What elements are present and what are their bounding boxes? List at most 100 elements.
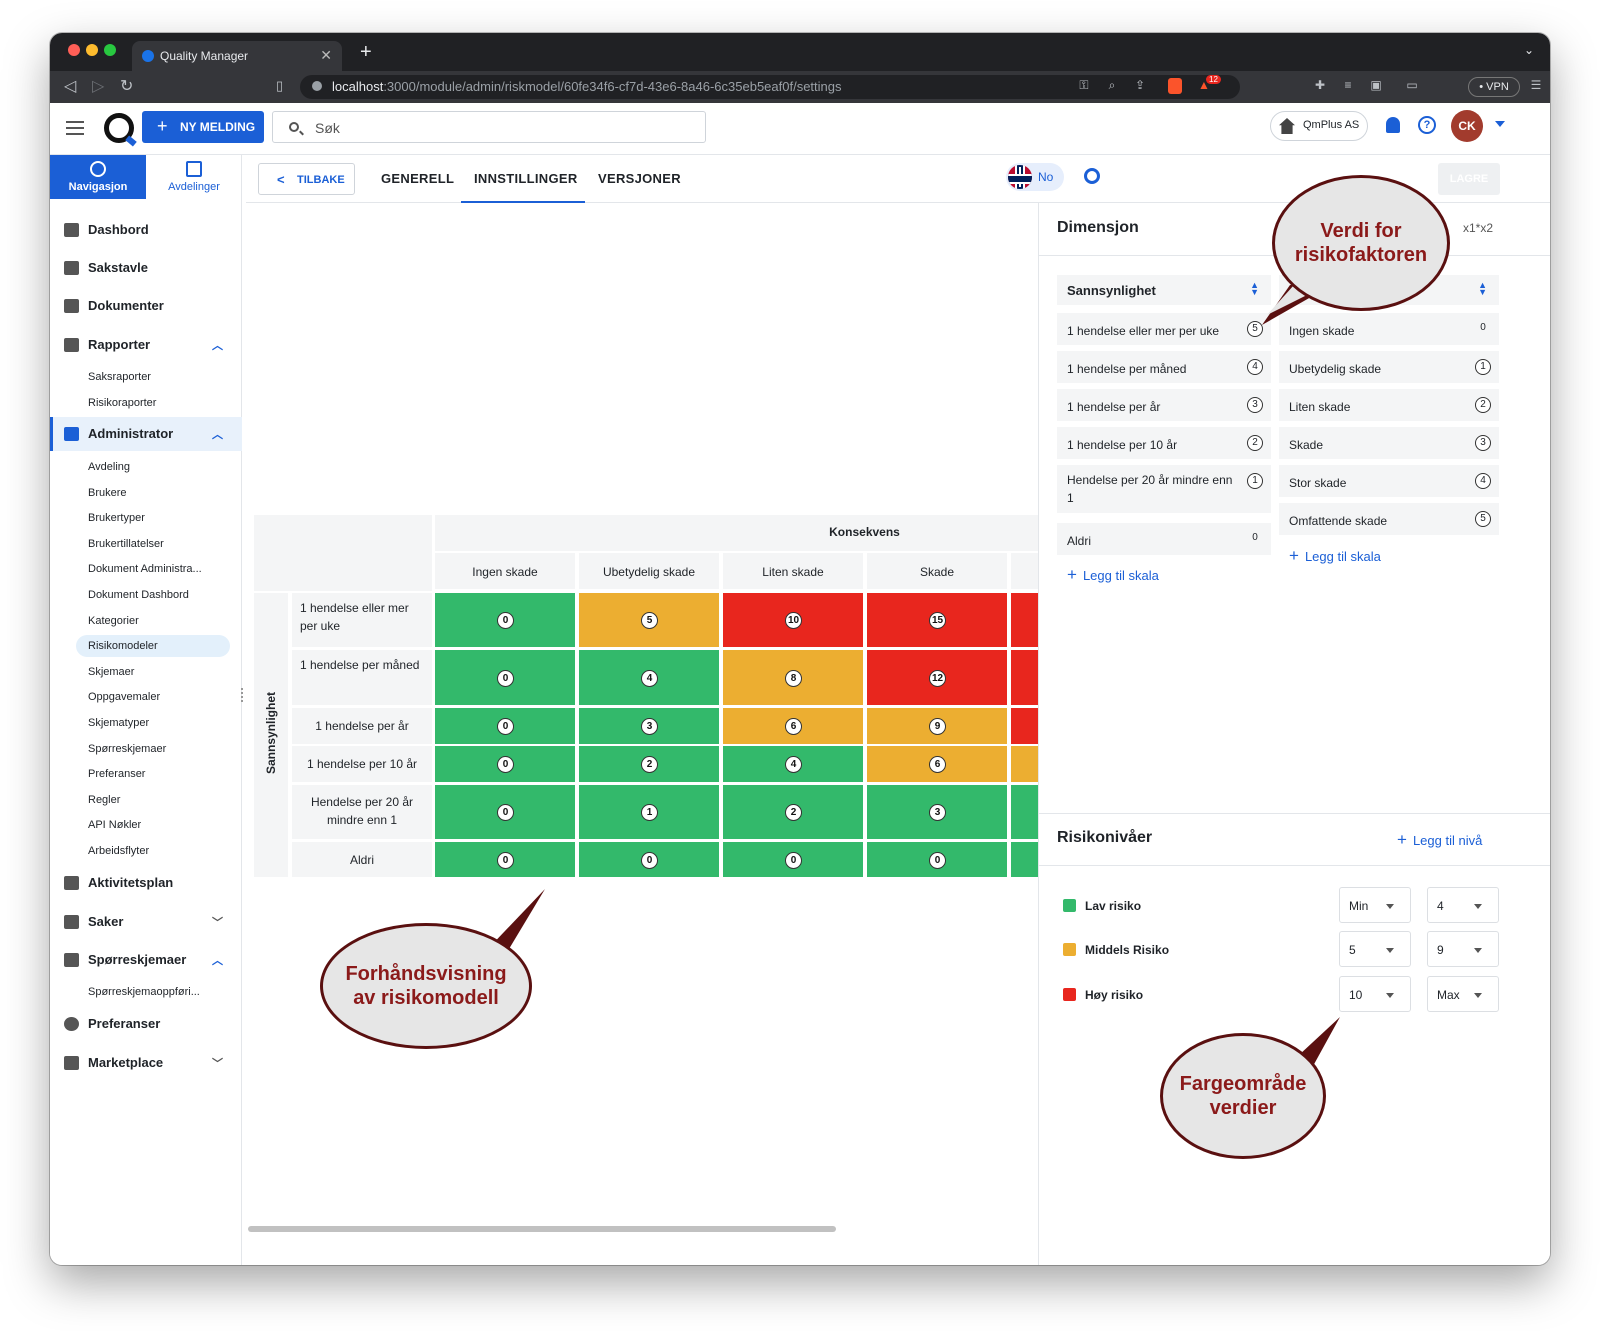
scale-item-right[interactable]: Stor skade 4 [1279, 465, 1499, 497]
sidebar-item-rapporter[interactable]: Rapporter ︿ [50, 328, 242, 362]
sidebar-subitem-saksraporter[interactable]: Saksraporter [88, 371, 151, 383]
vpn-button[interactable]: • VPN [1468, 77, 1520, 97]
sidebar-item-aktivitetsplan[interactable]: Aktivitetsplan [50, 866, 242, 900]
back-button[interactable]: TILBAKE [258, 163, 355, 195]
maximize-window-icon[interactable] [104, 44, 116, 56]
reload-icon[interactable]: ↻ [120, 78, 134, 95]
extensions-icon[interactable]: ✚ [1314, 78, 1326, 92]
scale-item-right[interactable]: Skade 3 [1279, 427, 1499, 459]
tab-versjoner[interactable]: VERSJONER [598, 171, 681, 186]
risk-color-swatch[interactable] [1063, 943, 1076, 956]
bookmark-icon[interactable]: ▯ [276, 78, 284, 93]
tab-avdelinger[interactable]: Avdelinger [146, 155, 242, 199]
sidebar-subitem-dokument-dashbord[interactable]: Dokument Dashbord [88, 589, 189, 601]
sidebar-subitem-api-nokler[interactable]: API Nøkler [88, 819, 142, 831]
sidebar-item-dokumenter[interactable]: Dokumenter [50, 289, 242, 323]
horizontal-scrollbar[interactable] [248, 1226, 836, 1232]
back-nav-icon[interactable]: ◁ [64, 78, 77, 95]
menu-icon[interactable] [66, 121, 84, 135]
close-tab-icon[interactable]: ✕ [320, 47, 332, 63]
sidebar-subitem-skjemaer[interactable]: Skjemaer [88, 666, 135, 678]
tab-navigasjon[interactable]: Navigasjon [50, 155, 146, 199]
sidebar-subitem-arbeidsflyter[interactable]: Arbeidsflyter [88, 845, 150, 857]
forward-nav-icon[interactable]: ▷ [92, 78, 105, 95]
sidebar-subitem-dokument-administrasjon[interactable]: Dokument Administra... [88, 563, 202, 575]
brave-rewards-icon[interactable]: ▲ [1198, 78, 1210, 92]
scale-item-left[interactable]: Hendelse per 20 år mindre enn 1 1 [1057, 465, 1271, 513]
notification-bell-icon[interactable] [1386, 117, 1400, 133]
risk-color-swatch[interactable] [1063, 988, 1076, 1001]
sidebar-toggle-icon[interactable]: ▣ [1370, 78, 1382, 92]
close-window-icon[interactable] [68, 44, 80, 56]
save-button[interactable]: LAGRE [1438, 163, 1500, 195]
scale-item-right[interactable]: Liten skade 2 [1279, 389, 1499, 421]
sidebar-subitem-brukertillatelser[interactable]: Brukertillatelser [88, 538, 164, 550]
sidebar-subitem-risikoraporter[interactable]: Risikoraporter [88, 397, 157, 409]
sidebar-item-marketplace[interactable]: Marketplace ﹀ [50, 1046, 242, 1080]
browser-menu-icon[interactable]: ☰ [1530, 78, 1542, 92]
sidebar-item-saker[interactable]: Saker ﹀ [50, 905, 242, 939]
new-message-button[interactable]: + NY MELDING [142, 111, 264, 143]
tab-innstillinger[interactable]: INNSTILLINGER [474, 171, 578, 186]
key-icon[interactable]: ⚿ [1079, 78, 1089, 92]
sidebar-resize-handle[interactable] [241, 688, 244, 702]
chevron-up-icon[interactable]: ︿ [212, 955, 223, 967]
site-info-icon[interactable] [312, 81, 322, 91]
wallet-icon[interactable]: ▭ [1406, 78, 1418, 92]
chevron-up-icon[interactable]: ︿ [212, 340, 223, 352]
new-tab-icon[interactable]: + [360, 41, 372, 63]
reading-list-icon[interactable]: ≡ [1344, 78, 1352, 92]
sidebar-item-sporreskjemaer[interactable]: Spørreskjemaer ︿ [50, 943, 242, 977]
scale-item-left[interactable]: 1 hendelse per måned 4 [1057, 351, 1271, 383]
scale-item-right[interactable]: Omfattende skade 5 [1279, 503, 1499, 535]
scale-item-right[interactable]: Ubetydelig skade 1 [1279, 351, 1499, 383]
address-bar[interactable]: localhost:3000/module/admin/riskmodel/60… [300, 75, 1240, 99]
risk-min-dropdown[interactable]: 10 [1339, 976, 1411, 1012]
sidebar-item-administrator[interactable]: Administrator ︿ [50, 417, 242, 451]
sidebar-subitem-preferanser[interactable]: Preferanser [88, 768, 146, 780]
scale-item-right[interactable]: Ingen skade 0 [1279, 313, 1499, 345]
scale-item-left[interactable]: 1 hendelse eller mer per uke 5 [1057, 313, 1271, 345]
scale-item-left[interactable]: 1 hendelse per 10 år 2 [1057, 427, 1271, 459]
tab-generell[interactable]: GENERELL [381, 171, 455, 186]
chevron-up-icon[interactable]: ︿ [212, 429, 223, 441]
avatar[interactable]: CK [1451, 110, 1483, 142]
help-icon[interactable]: ? [1418, 116, 1436, 134]
risk-color-swatch[interactable] [1063, 899, 1076, 912]
sidebar-subitem-sporreskjemaer[interactable]: Spørreskjemaer [88, 743, 167, 755]
risk-max-dropdown[interactable]: 9 [1427, 931, 1499, 967]
add-level-button[interactable]: + Legg til nivå [1397, 830, 1482, 850]
search-input[interactable]: Søk [272, 111, 706, 143]
add-scale-right-button[interactable]: + Legg til skala [1289, 546, 1381, 566]
add-scale-left-button[interactable]: + Legg til skala [1067, 565, 1159, 585]
scale-item-left[interactable]: 1 hendelse per år 3 [1057, 389, 1271, 421]
browser-tab[interactable]: Quality Manager ✕ [132, 41, 342, 71]
language-selector[interactable]: No [1006, 163, 1064, 191]
sidebar-subitem-risikomodeler[interactable]: Risikomodeler [76, 635, 230, 657]
share-icon[interactable]: ⇪ [1134, 78, 1146, 92]
dimension-select-left[interactable]: Sannsynlighet ▲ ▼ [1057, 275, 1271, 305]
sidebar-item-dashbord[interactable]: Dashbord [50, 213, 242, 247]
risk-min-dropdown[interactable]: 5 [1339, 931, 1411, 967]
chevron-down-icon[interactable]: ﹀ [212, 1058, 223, 1070]
sidebar-item-preferanser[interactable]: Preferanser [50, 1007, 242, 1041]
sidebar-subitem-avdeling[interactable]: Avdeling [88, 461, 130, 473]
risk-max-dropdown[interactable]: Max [1427, 976, 1499, 1012]
account-dropdown-icon[interactable] [1495, 121, 1505, 127]
sidebar-subitem-oppgavemaler[interactable]: Oppgavemaler [88, 691, 161, 703]
sidebar-subitem-regler[interactable]: Regler [88, 794, 121, 806]
sidebar-item-sakstavle[interactable]: Sakstavle [50, 251, 242, 285]
company-selector[interactable]: QmPlus AS [1270, 111, 1368, 141]
zoom-icon[interactable]: ⌕ [1108, 78, 1116, 92]
scale-item-left[interactable]: Aldri 0 [1057, 523, 1271, 555]
brave-shield-icon[interactable] [1168, 78, 1182, 94]
risk-min-dropdown[interactable]: Min [1339, 887, 1411, 923]
risk-max-dropdown[interactable]: 4 [1427, 887, 1499, 923]
chevron-down-icon[interactable]: ﹀ [212, 917, 223, 929]
app-logo[interactable] [104, 113, 134, 143]
sidebar-subitem-skjematyper[interactable]: Skjematyper [88, 717, 150, 729]
sidebar-subitem-kategorier[interactable]: Kategorier [88, 615, 139, 627]
sidebar-subitem-sporreskjemaoppforinger[interactable]: Spørreskjemaoppføri... [88, 986, 200, 998]
minimize-window-icon[interactable] [86, 44, 98, 56]
gear-icon[interactable] [1084, 168, 1100, 184]
